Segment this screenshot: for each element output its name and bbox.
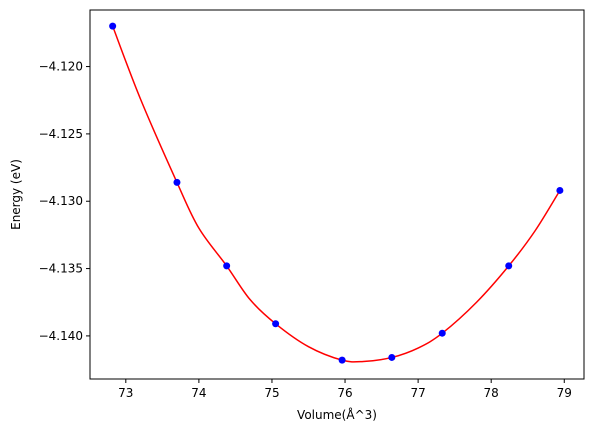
y-tick-label: −4.135	[39, 262, 83, 276]
data-point	[505, 262, 512, 269]
data-point	[223, 262, 230, 269]
data-point	[388, 354, 395, 361]
x-tick-label: 77	[410, 386, 425, 400]
data-point	[173, 179, 180, 186]
x-tick-label: 76	[337, 386, 352, 400]
y-tick-label: −4.120	[39, 60, 83, 74]
x-axis-label: Volume(Å^3)	[297, 407, 377, 422]
y-tick-label: −4.130	[39, 194, 83, 208]
y-axis-label: Energy (eV)	[9, 159, 23, 230]
x-tick-label: 74	[191, 386, 206, 400]
x-tick-label: 75	[264, 386, 279, 400]
data-point	[109, 23, 116, 30]
data-point	[339, 357, 346, 364]
data-point	[272, 320, 279, 327]
data-point	[439, 330, 446, 337]
y-tick-label: −4.125	[39, 127, 83, 141]
data-point	[556, 187, 563, 194]
y-tick-label: −4.140	[39, 329, 83, 343]
x-tick-label: 73	[118, 386, 133, 400]
x-tick-label: 78	[484, 386, 499, 400]
x-tick-label: 79	[557, 386, 572, 400]
